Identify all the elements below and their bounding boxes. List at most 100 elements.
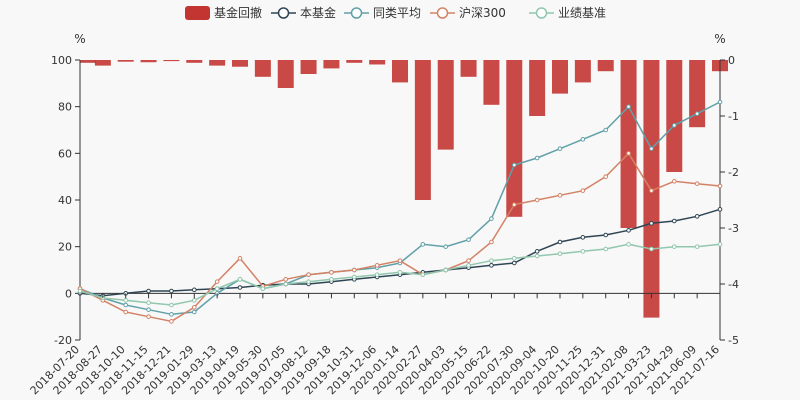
legend-item-业绩基准[interactable]: 业绩基准 bbox=[529, 6, 606, 20]
series-point bbox=[534, 197, 540, 203]
series-point bbox=[351, 274, 357, 280]
series-point bbox=[443, 267, 449, 273]
legend-label: 同类平均 bbox=[373, 6, 421, 20]
series-point bbox=[694, 111, 700, 116]
drawdown-bar bbox=[552, 60, 568, 94]
series-point bbox=[603, 174, 609, 179]
series-point bbox=[694, 244, 700, 249]
legend-bar-icon bbox=[185, 6, 210, 20]
series-point bbox=[397, 270, 403, 275]
series-point bbox=[191, 298, 197, 303]
drawdown-bar bbox=[232, 60, 248, 67]
left-axis-tick-label: -20 bbox=[54, 334, 72, 347]
legend-item-沪深300[interactable]: 沪深300 bbox=[430, 6, 506, 20]
series-point bbox=[717, 242, 723, 247]
series-point bbox=[191, 287, 197, 293]
left-axis-tick-label: 40 bbox=[58, 194, 72, 207]
series-point bbox=[214, 279, 220, 284]
series-point bbox=[603, 127, 609, 133]
series-point bbox=[580, 235, 586, 240]
drawdown-bar bbox=[689, 60, 706, 128]
drawdown-bar bbox=[254, 60, 271, 77]
series-point bbox=[283, 281, 289, 287]
series-point bbox=[511, 256, 517, 261]
series-point bbox=[77, 288, 83, 294]
series-point bbox=[649, 146, 654, 151]
drawdown-bar bbox=[186, 60, 203, 63]
drawdown-bars bbox=[80, 60, 728, 318]
series-point bbox=[123, 302, 129, 308]
series-point bbox=[397, 258, 403, 263]
series-point bbox=[694, 181, 700, 186]
legend-label: 基金回撤 bbox=[214, 5, 262, 20]
series-point bbox=[260, 286, 266, 291]
drawdown-bar bbox=[209, 60, 226, 66]
drawdown-bar bbox=[94, 60, 111, 66]
series-point bbox=[557, 239, 563, 245]
series-point bbox=[626, 104, 631, 109]
right-axis-tick-label: -3 bbox=[728, 222, 739, 235]
legend-marker-icon bbox=[436, 7, 449, 19]
series-point bbox=[146, 307, 151, 312]
drawdown-bar bbox=[392, 60, 408, 83]
series-point bbox=[329, 270, 334, 275]
series-point bbox=[466, 258, 471, 263]
series-point bbox=[603, 232, 609, 238]
legend-marker-icon bbox=[535, 7, 548, 19]
drawdown-bar bbox=[666, 60, 683, 172]
series-point bbox=[511, 162, 517, 168]
series-point bbox=[237, 285, 243, 290]
left-axis-tick-label: 100 bbox=[51, 54, 72, 67]
series-point bbox=[717, 183, 723, 189]
legend-item-同类平均[interactable]: 同类平均 bbox=[344, 6, 421, 20]
series-point bbox=[489, 263, 494, 268]
series-point bbox=[169, 302, 174, 308]
series-point bbox=[580, 249, 586, 254]
series-point bbox=[146, 288, 151, 294]
series-point bbox=[123, 298, 129, 303]
right-axis-tick-label: -4 bbox=[728, 278, 739, 291]
series-point bbox=[671, 179, 677, 184]
series-point bbox=[557, 251, 563, 256]
series-point bbox=[169, 312, 174, 317]
series-point bbox=[351, 267, 357, 273]
drawdown-bar bbox=[323, 60, 340, 69]
drawdown-bar bbox=[574, 60, 591, 83]
drawdown-bar bbox=[620, 60, 637, 228]
series-point bbox=[511, 202, 517, 207]
legend-label: 业绩基准 bbox=[558, 6, 606, 20]
series-point bbox=[374, 272, 380, 277]
drawdown-bar bbox=[140, 60, 157, 63]
series-point bbox=[420, 272, 426, 277]
drawdown-bar bbox=[597, 60, 614, 72]
x-axis-tick-labels: 2018-07-202018-08-272018-10-102018-11-15… bbox=[28, 293, 722, 397]
series-point bbox=[671, 218, 677, 224]
series-point bbox=[511, 260, 517, 266]
series-point bbox=[214, 286, 220, 291]
series-point bbox=[534, 155, 540, 161]
series-point bbox=[717, 207, 723, 212]
legend-item-基金回撤[interactable]: 基金回撤 bbox=[185, 5, 262, 20]
drawdown-bar bbox=[483, 60, 500, 105]
left-axis-tick-label: 60 bbox=[58, 147, 72, 160]
series-point bbox=[534, 249, 540, 254]
series-point bbox=[671, 244, 677, 249]
right-axis-tick-label: -5 bbox=[728, 334, 739, 347]
drawdown-bar bbox=[80, 60, 96, 63]
series-point bbox=[374, 263, 380, 268]
series-point bbox=[146, 314, 151, 319]
legend-item-本基金[interactable]: 本基金 bbox=[271, 5, 336, 20]
series-point bbox=[557, 193, 563, 198]
legend[interactable]: 基金回撤 本基金 同类平均 沪深300 业绩基准 bbox=[185, 5, 606, 20]
series-lines bbox=[77, 99, 723, 324]
series-point bbox=[420, 242, 426, 247]
drawdown-bar bbox=[300, 60, 317, 74]
series-point bbox=[191, 309, 197, 315]
series-point bbox=[306, 272, 311, 277]
legend-marker-icon bbox=[277, 7, 290, 19]
series-point bbox=[169, 288, 174, 294]
series-point bbox=[717, 99, 723, 105]
series-point bbox=[489, 239, 494, 245]
legend-marker-icon bbox=[350, 7, 363, 19]
